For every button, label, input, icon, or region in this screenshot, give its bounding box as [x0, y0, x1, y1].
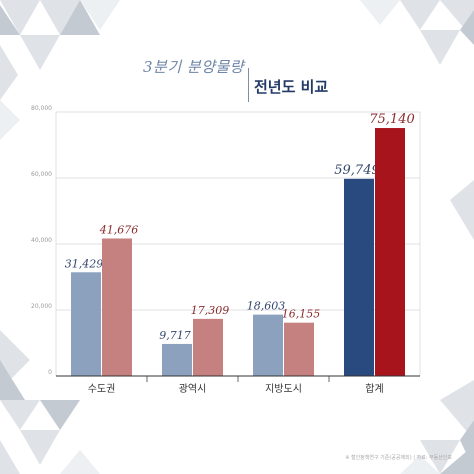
bar [102, 238, 132, 376]
x-category-label: 광역시 [179, 383, 207, 395]
title-divider [248, 68, 249, 102]
x-category-label: 수도권 [88, 383, 116, 395]
data-label: 17,309 [191, 304, 230, 317]
data-label: 16,155 [282, 308, 321, 321]
x-category-label: 지방도시 [265, 383, 302, 395]
data-label: 18,603 [247, 300, 286, 313]
x-category-label: 합계 [365, 383, 383, 395]
data-label: 31,429 [65, 257, 104, 270]
bar [162, 343, 192, 376]
bar [193, 318, 223, 376]
source-footnote: ※ 철인정책연구 기준(공공제외) | 자료: 부동산인포 [345, 455, 452, 461]
bar [375, 128, 405, 376]
y-tick-label: 20,000 [31, 303, 52, 310]
data-label: 75,140 [369, 112, 415, 127]
data-label: 9,717 [159, 329, 191, 342]
data-label: 59,749 [334, 163, 380, 178]
bar [284, 322, 314, 376]
y-tick-label: 40,000 [31, 237, 52, 244]
y-tick-label: 60,000 [31, 171, 52, 178]
chart-title-main: 전년도 비교 [254, 78, 329, 96]
bar [344, 178, 374, 376]
bar [253, 314, 283, 376]
y-tick-label: 80,000 [31, 105, 52, 112]
bar [71, 272, 101, 376]
chart-title-script: 3분기 분양물량 [143, 58, 245, 76]
y-tick-label: 0 [48, 369, 52, 376]
data-label: 41,676 [99, 223, 139, 236]
